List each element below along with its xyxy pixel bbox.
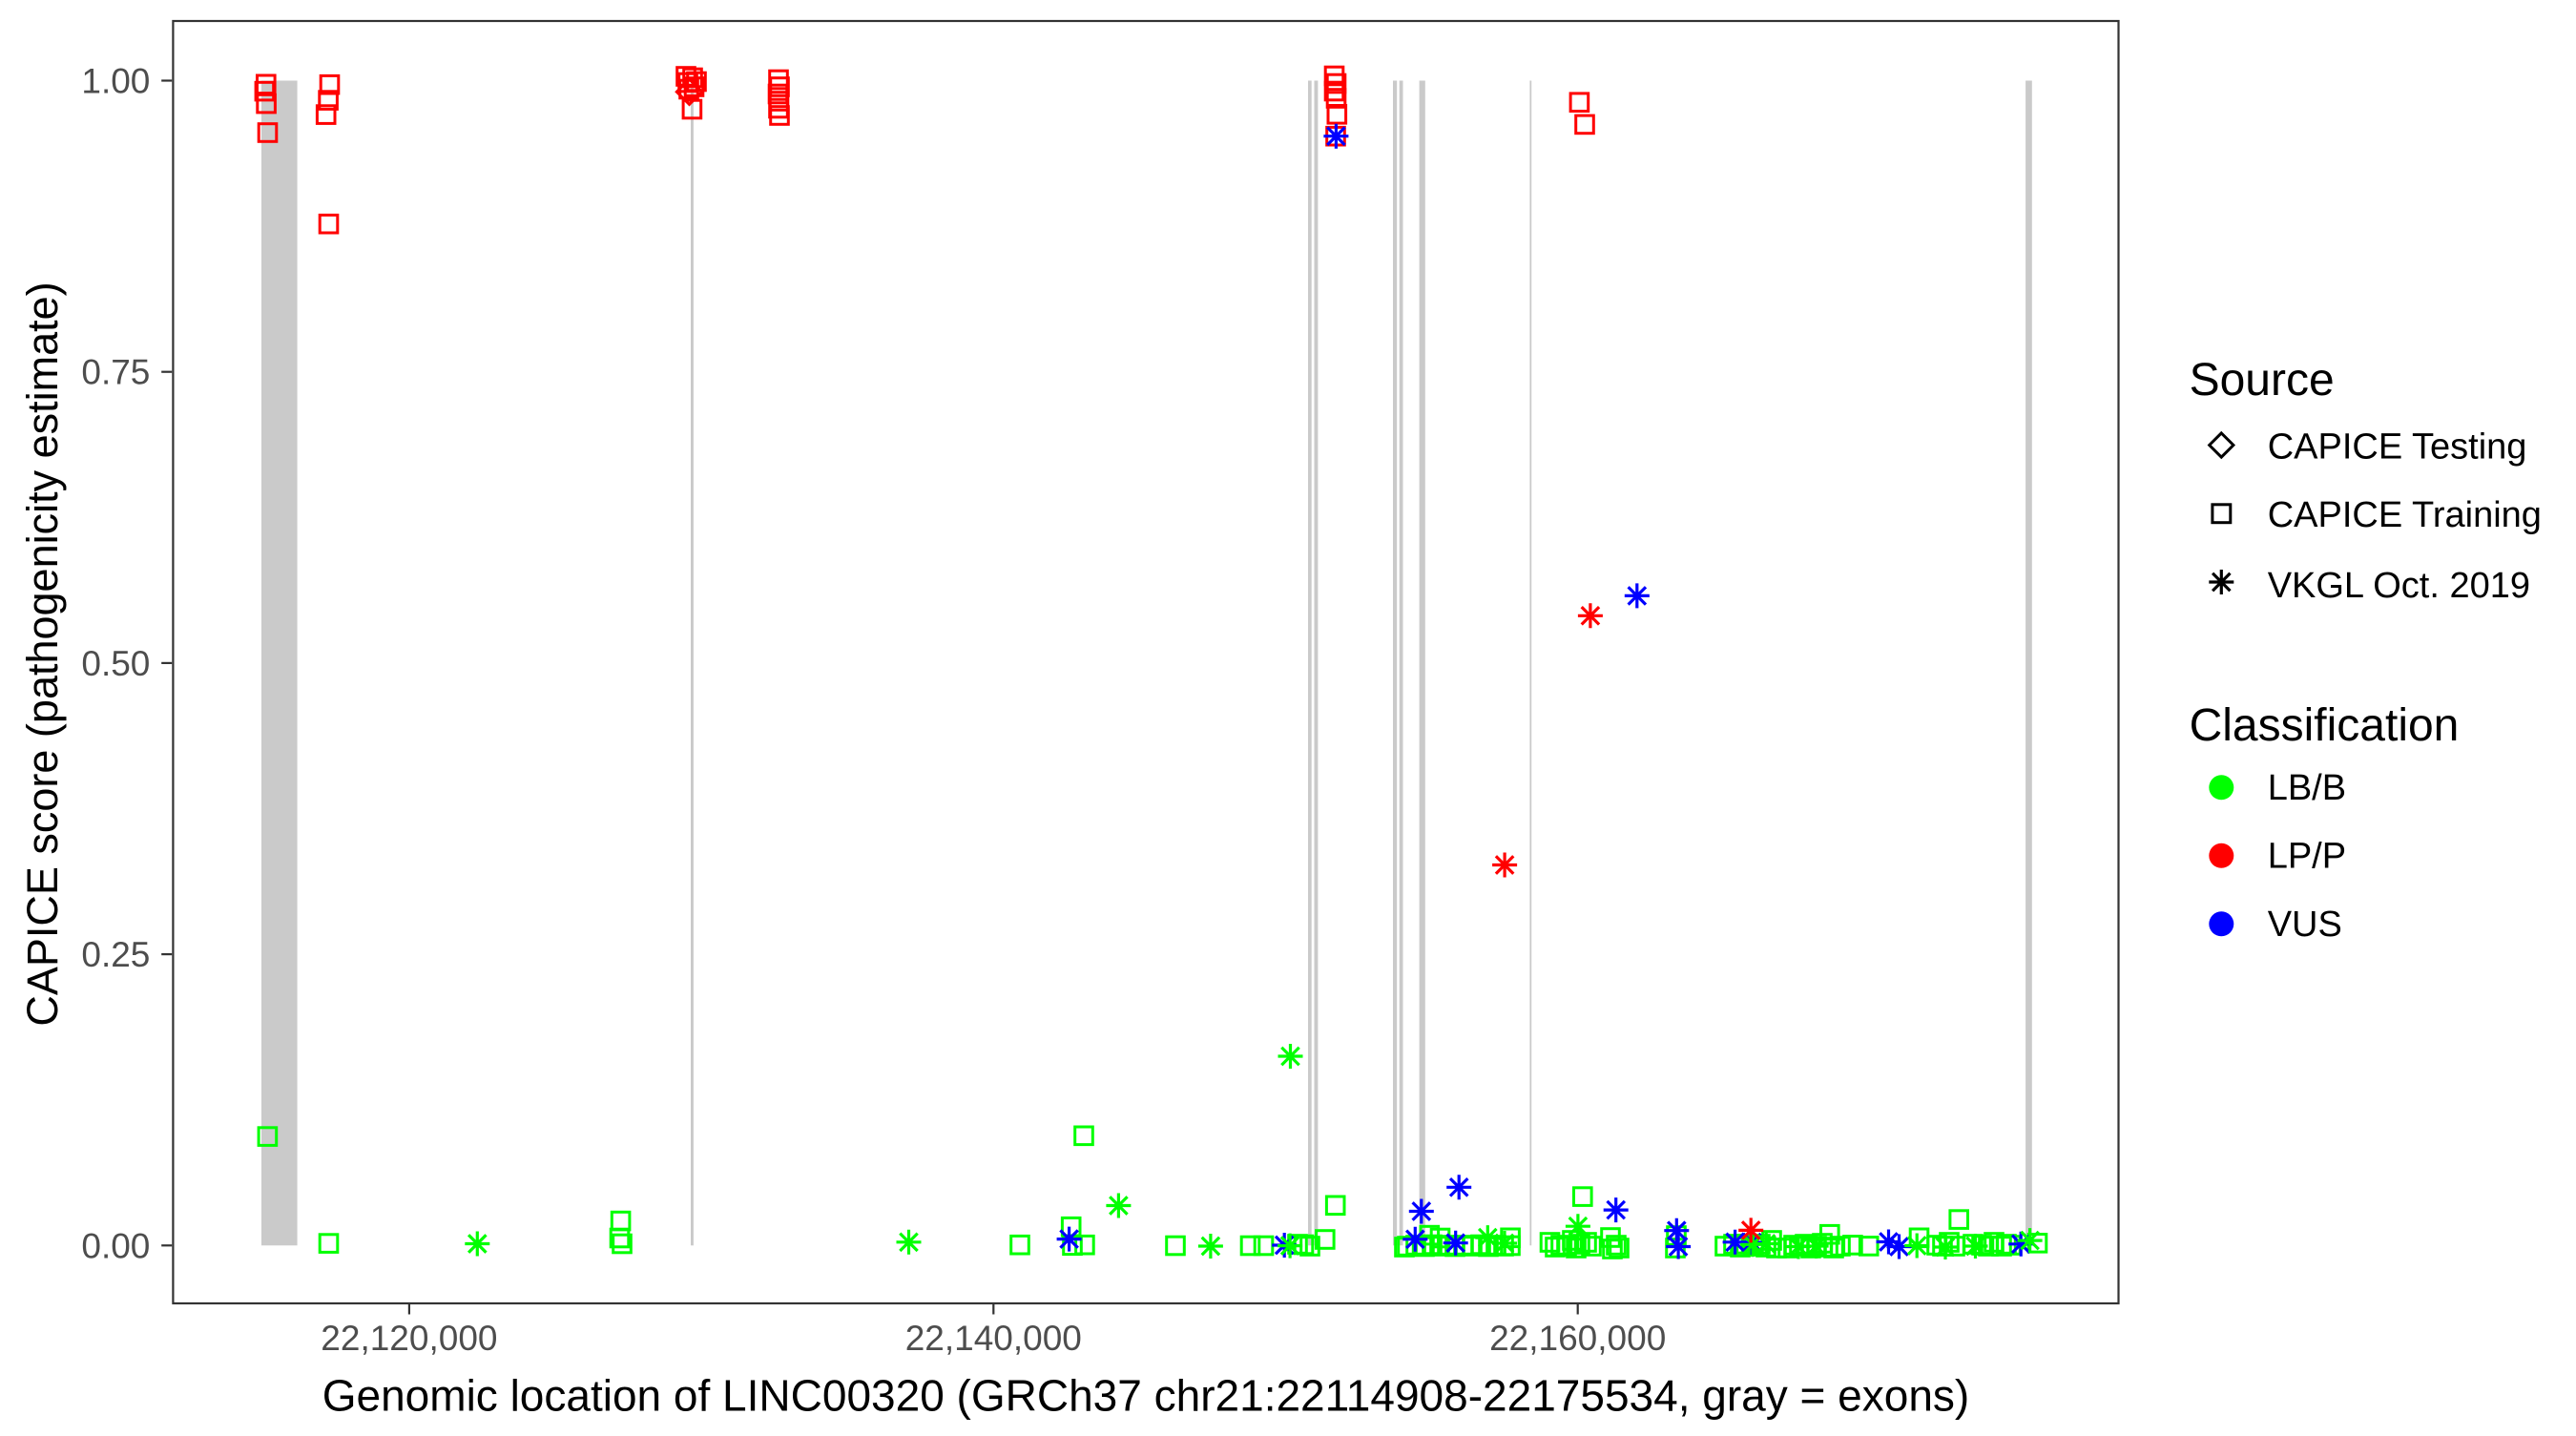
svg-text:CAPICE score (pathogenicity es: CAPICE score (pathogenicity estimate) bbox=[18, 281, 67, 1026]
svg-text:Genomic location of LINC00320: Genomic location of LINC00320 (GRCh37 ch… bbox=[322, 1371, 1970, 1421]
svg-text:0.75: 0.75 bbox=[81, 353, 150, 392]
svg-text:CAPICE Training: CAPICE Training bbox=[2268, 495, 2542, 535]
svg-text:0.25: 0.25 bbox=[81, 935, 150, 974]
svg-text:LP/P: LP/P bbox=[2268, 837, 2346, 877]
svg-text:Source: Source bbox=[2190, 355, 2335, 406]
svg-text:0.00: 0.00 bbox=[81, 1226, 150, 1265]
svg-text:22,160,000: 22,160,000 bbox=[1489, 1319, 1666, 1358]
svg-text:1.00: 1.00 bbox=[81, 62, 150, 101]
svg-text:22,120,000: 22,120,000 bbox=[321, 1319, 497, 1358]
svg-text:0.50: 0.50 bbox=[81, 644, 150, 683]
svg-text:VKGL Oct. 2019: VKGL Oct. 2019 bbox=[2268, 566, 2530, 606]
svg-text:VUS: VUS bbox=[2268, 905, 2342, 945]
svg-text:Classification: Classification bbox=[2190, 700, 2460, 751]
svg-text:LB/B: LB/B bbox=[2268, 768, 2346, 808]
svg-text:CAPICE Testing: CAPICE Testing bbox=[2268, 427, 2527, 468]
svg-text:22,140,000: 22,140,000 bbox=[905, 1319, 1082, 1358]
